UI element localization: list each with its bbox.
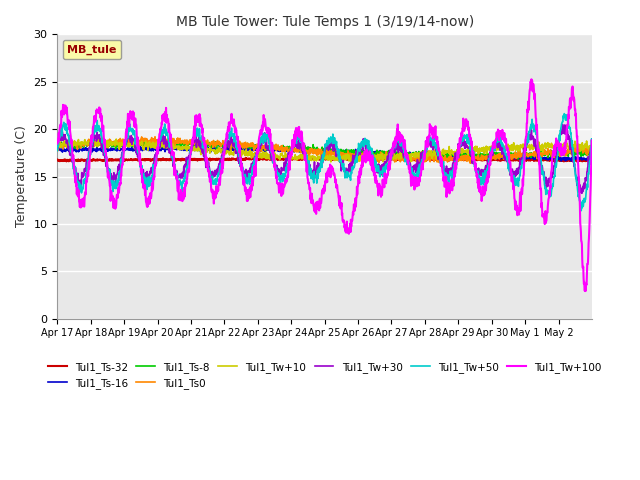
Y-axis label: Temperature (C): Temperature (C) [15,126,28,228]
Bar [58,129,592,167]
Title: MB Tule Tower: Tule Temps 1 (3/19/14-now): MB Tule Tower: Tule Temps 1 (3/19/14-now… [175,15,474,29]
Legend: Tul1_Ts-32, Tul1_Ts-16, Tul1_Ts-8, Tul1_Ts0, Tul1_Tw+10, Tul1_Tw+30, Tul1_Tw+50,: Tul1_Ts-32, Tul1_Ts-16, Tul1_Ts-8, Tul1_… [44,358,605,393]
